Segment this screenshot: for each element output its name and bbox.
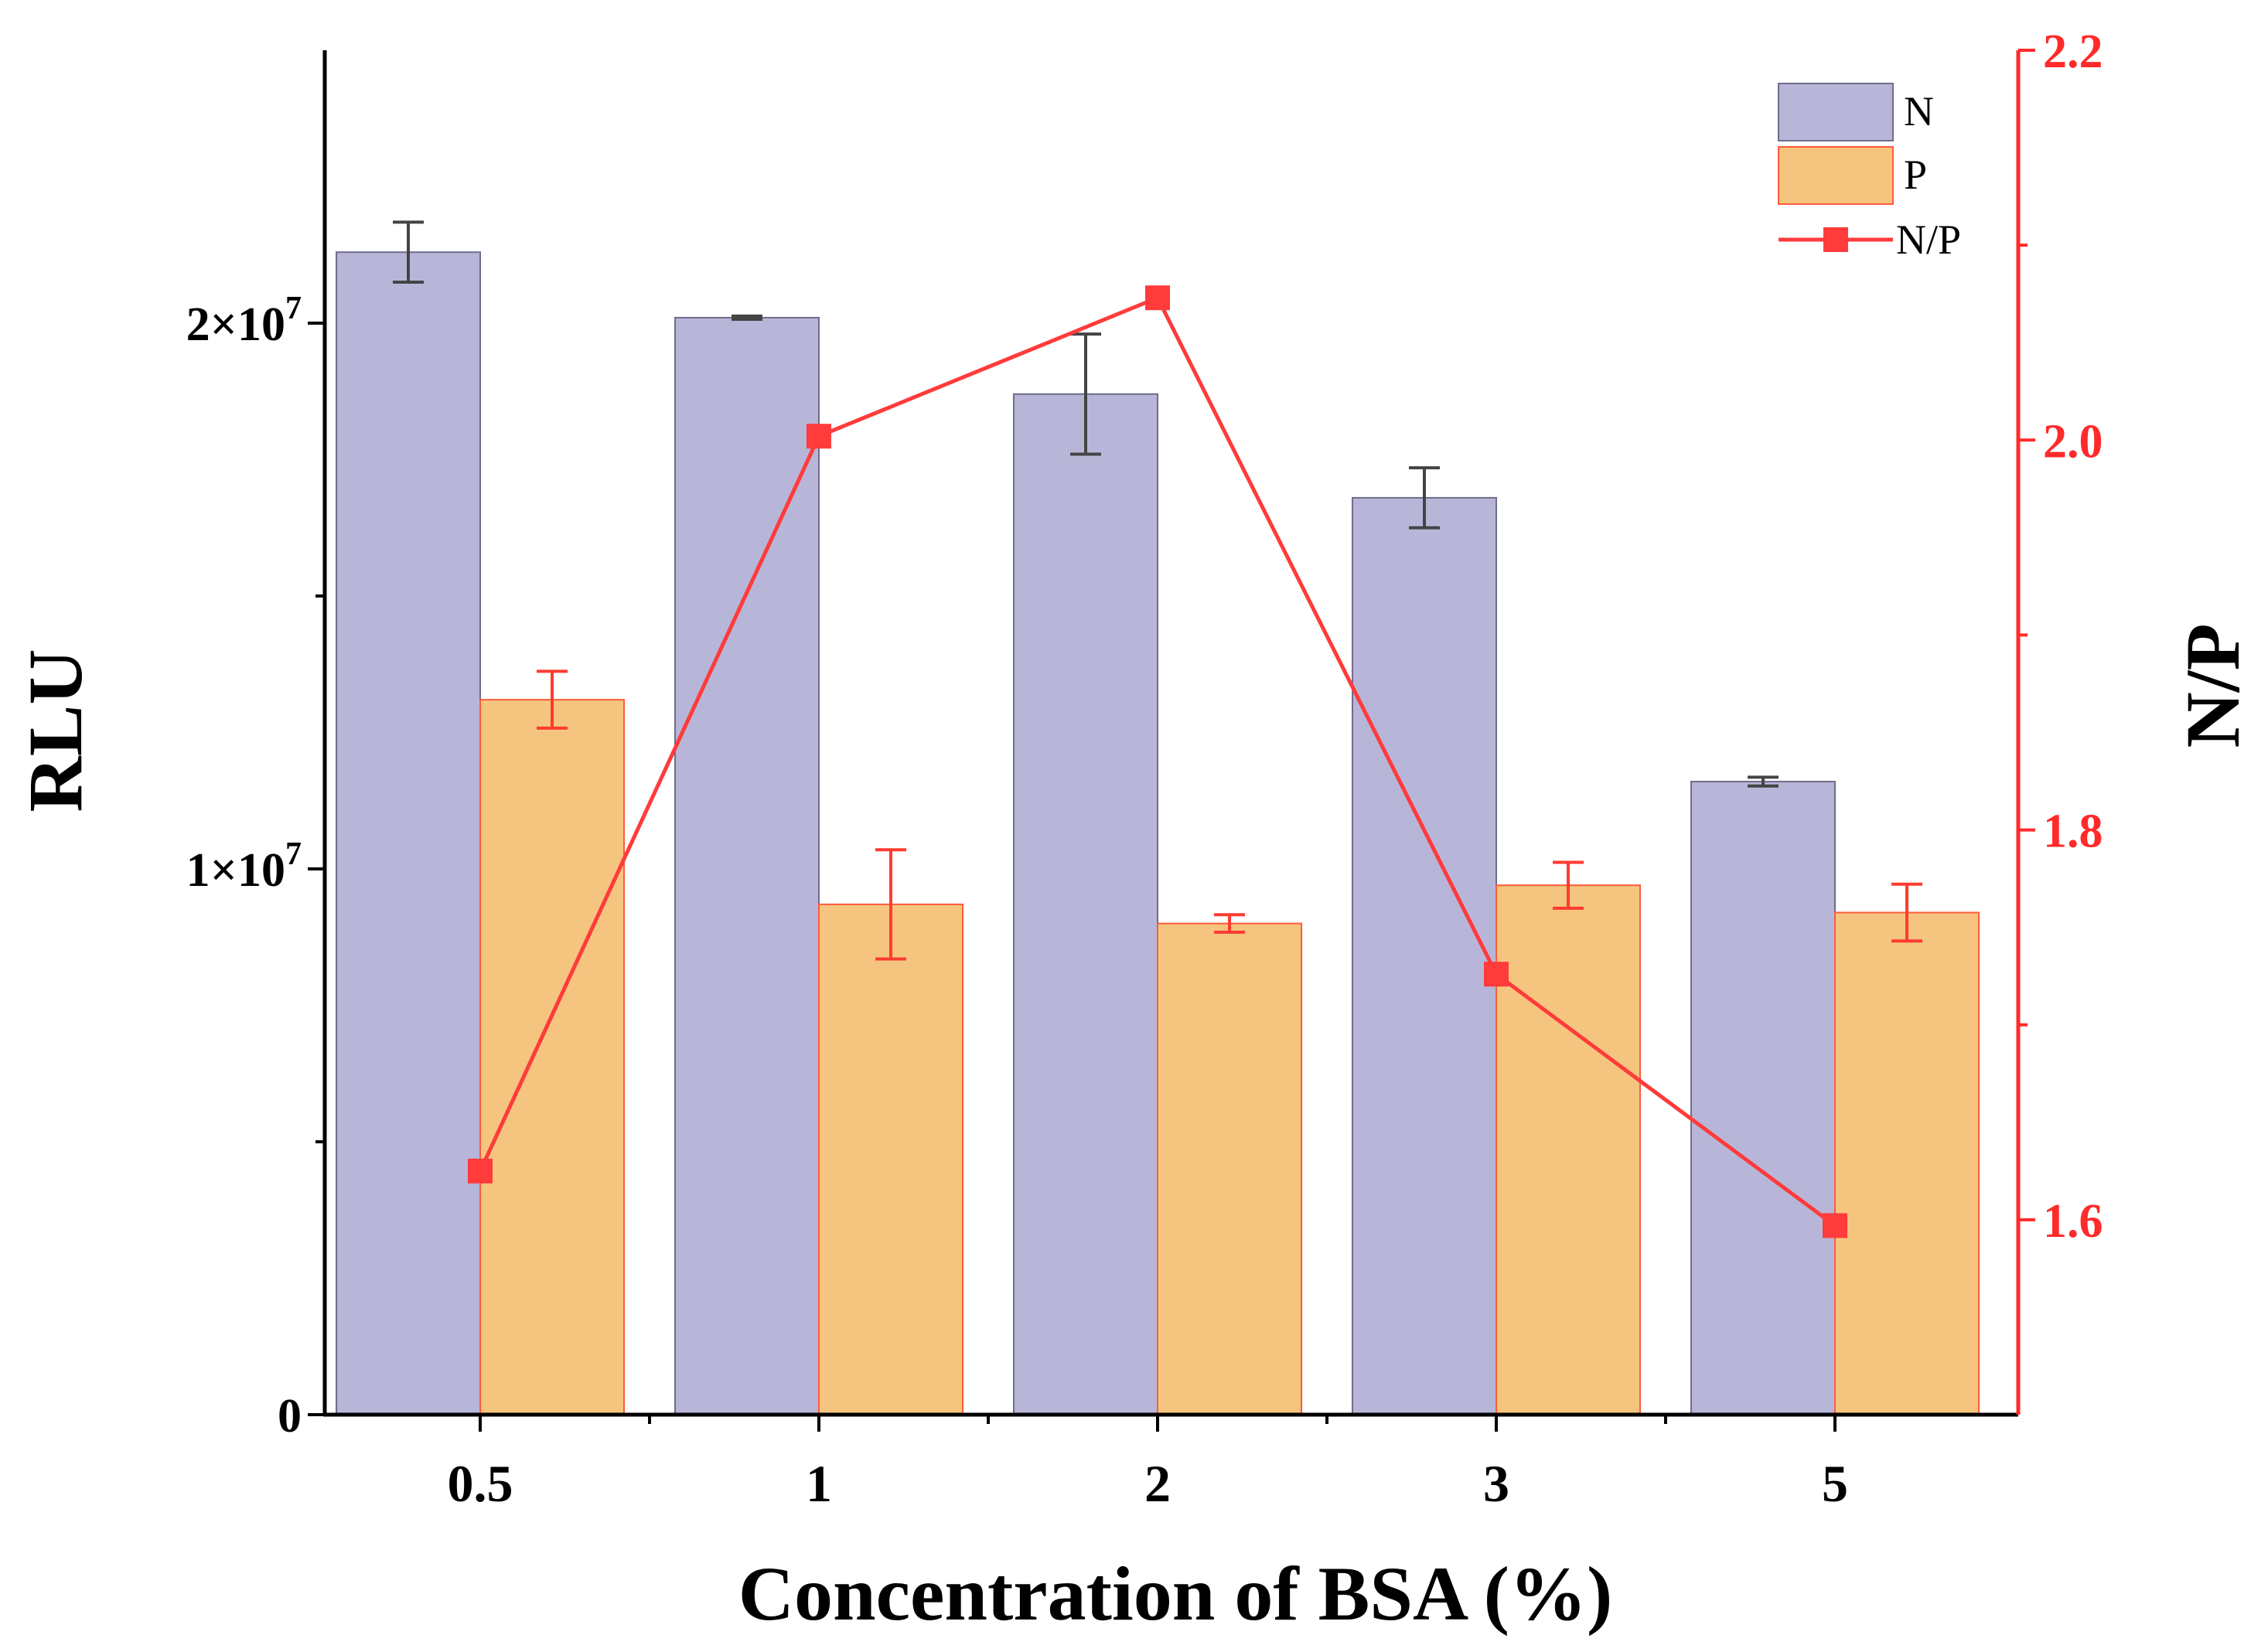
legend-label-n: N: [1904, 88, 1934, 135]
bars-layer: [336, 251, 1980, 1416]
bar-n-2: [1013, 393, 1158, 1415]
error-bar-n-5: [1748, 775, 1779, 788]
y2-tick-label-1.8: 1.8: [2043, 806, 2103, 858]
y-tick-label-base: 1×10: [186, 844, 285, 897]
legend-swatch-p: [1778, 146, 1894, 205]
x-tick-label-0.5: 0.5: [448, 1454, 513, 1513]
error-bar-p-2: [1214, 913, 1245, 934]
y-tick-label-base: 0: [278, 1390, 302, 1443]
x-tick-label-1: 1: [806, 1454, 832, 1513]
error-bar-n-2: [1070, 332, 1101, 456]
y-tick-label-0: 0: [278, 1390, 302, 1443]
np-line-layer: [468, 285, 1847, 1238]
legend: N P N/P: [1778, 83, 1961, 263]
y-tick-label-exponent: 7: [285, 836, 302, 872]
bar-p-2: [1157, 922, 1302, 1415]
x-tick-label-3: 3: [1483, 1454, 1509, 1513]
bar-p-3: [1496, 884, 1641, 1416]
error-bar-p-1: [875, 848, 906, 961]
error-bar-n-3: [1409, 466, 1440, 530]
legend-label-p: P: [1904, 152, 1927, 198]
y-tick-label-20000000: 2×107: [186, 291, 302, 351]
legend-marker-np: [1823, 227, 1848, 252]
legend-swatch-n: [1778, 83, 1894, 141]
bar-n-1: [674, 316, 820, 1416]
y-axis-title: RLU: [12, 649, 98, 812]
error-bar-p-5: [1891, 882, 1922, 943]
x-tick-label-2: 2: [1144, 1454, 1171, 1513]
legend-label-np: N/P: [1896, 216, 1961, 263]
x-tick-label-5: 5: [1822, 1454, 1848, 1513]
np-point-3: [1484, 962, 1509, 987]
np-point-5: [1823, 1213, 1847, 1238]
axes-layer: [322, 50, 2021, 1417]
bar-p-5: [1834, 911, 1980, 1415]
np-point-1: [807, 424, 831, 449]
error-bar-p-3: [1553, 860, 1584, 910]
error-bars-layer: [393, 220, 1922, 961]
y2-tick-label-2.2: 2.2: [2043, 26, 2103, 78]
np-point-0.5: [468, 1158, 493, 1184]
np-point-2: [1145, 285, 1170, 311]
bar-n-0.5: [336, 251, 481, 1416]
error-bar-p-0.5: [537, 669, 568, 730]
y2-tick-label-2: 2.0: [2043, 415, 2103, 468]
y-tick-label-exponent: 7: [285, 291, 302, 326]
y-tick-label-base: 2×10: [186, 298, 285, 351]
error-bar-n-0.5: [393, 220, 424, 284]
y-tick-label-10000000: 1×107: [186, 836, 302, 897]
y2-axis-title: N/P: [2170, 623, 2256, 748]
error-bar-n-1: [732, 314, 762, 322]
y2-tick-label-1.6: 1.6: [2043, 1195, 2103, 1248]
bar-n-5: [1690, 781, 1836, 1415]
bar-p-1: [818, 903, 963, 1415]
bar-p-0.5: [479, 699, 625, 1415]
bar-n-3: [1352, 496, 1497, 1415]
x-axis-title: Concentration of BSA (%): [738, 1551, 1613, 1637]
